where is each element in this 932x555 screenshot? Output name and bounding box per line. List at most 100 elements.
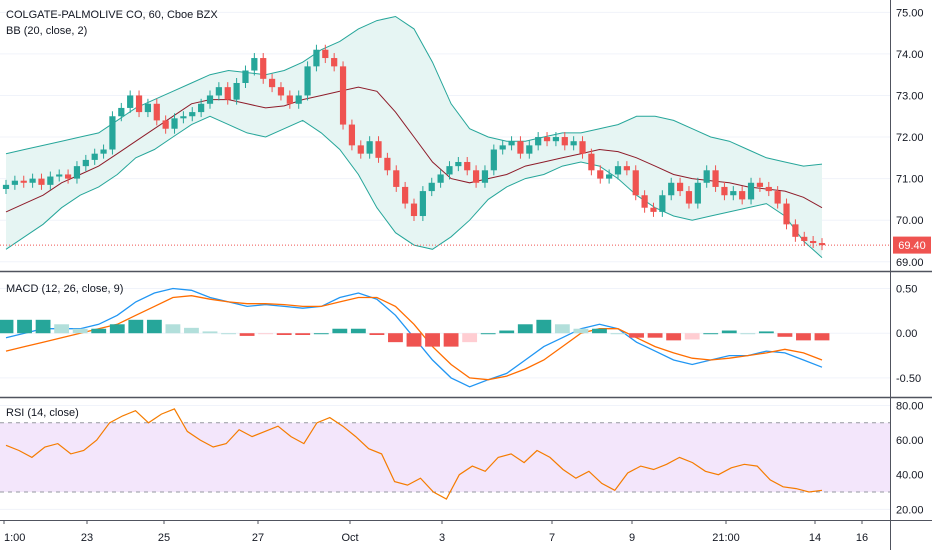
candle-body <box>676 182 684 192</box>
candle-body <box>295 95 302 104</box>
y-tick-label: 0.50 <box>896 284 917 296</box>
x-tick-label: 16 <box>856 532 868 544</box>
candle-body <box>650 207 657 212</box>
candle-body <box>313 49 320 67</box>
candle-body <box>437 174 444 183</box>
histogram-bar <box>184 327 199 334</box>
y-tick-label: 40.00 <box>896 470 924 482</box>
candle-body <box>109 116 116 150</box>
bb-basis-line <box>5 86 823 213</box>
histogram-bar <box>684 333 700 340</box>
candle-body <box>11 180 18 185</box>
x-tick-label: 25 <box>158 532 170 544</box>
histogram-bar <box>313 333 329 335</box>
candle-body <box>792 224 799 237</box>
histogram-bar <box>258 333 274 335</box>
histogram-bar <box>703 333 719 335</box>
last-price-box <box>893 236 931 254</box>
y-tick-label: 80.00 <box>896 400 924 412</box>
axis-labels: 69.00 70.00 71.00 72.00 73.00 74.00 75.00 0.50 0… <box>3 7 924 544</box>
candle-body <box>410 203 418 217</box>
histogram-bar <box>332 328 348 334</box>
x-tick-label: 1:00 <box>4 532 25 544</box>
macd-indicator-label[interactable]: MACD (12, 26, close, 9) <box>6 283 123 295</box>
candle-body <box>419 191 426 217</box>
histogram-bar <box>443 333 459 347</box>
bb-indicator-label[interactable]: BB (20, close, 2) <box>6 25 87 37</box>
histogram-bar <box>239 333 255 336</box>
candle-body <box>29 178 36 183</box>
histogram-bar <box>388 333 403 343</box>
y-tick-label: 70.00 <box>896 215 924 227</box>
histogram-bar <box>54 324 70 334</box>
candle-body <box>739 191 746 200</box>
candle-body <box>47 176 54 185</box>
candle-body <box>632 170 639 196</box>
candle-body <box>242 70 249 83</box>
candle-body <box>251 58 258 71</box>
histogram-bar <box>0 319 14 334</box>
rsi-line <box>5 408 823 500</box>
candle-body <box>446 166 453 175</box>
candle-body <box>144 103 152 113</box>
histogram-bar <box>17 319 32 334</box>
y-tick-label: 74.00 <box>896 49 924 61</box>
symbol-title: COLGATE-PALMOLIVE CO, 60, Cboe BZX <box>6 9 218 21</box>
candle-body <box>286 95 293 104</box>
histogram-bar <box>165 324 181 334</box>
candle-body <box>2 184 10 190</box>
candle-body <box>455 161 462 167</box>
y-tick-label: 72.00 <box>896 132 924 144</box>
histogram-bar <box>369 333 385 335</box>
y-tick-label: 0.00 <box>896 328 917 340</box>
candle-body <box>82 159 89 167</box>
candles <box>2 44 826 251</box>
candle-body <box>304 66 311 96</box>
candle-body <box>543 137 551 142</box>
candle-body <box>215 87 222 96</box>
candle-body <box>694 182 701 204</box>
x-tick-label: 21:00 <box>712 532 740 544</box>
candle-body <box>171 118 178 129</box>
histogram-bar <box>128 319 144 334</box>
candle-body <box>118 107 125 117</box>
candle-body <box>402 186 409 204</box>
candle-body <box>384 157 391 171</box>
candle-body <box>206 95 214 104</box>
candle-body <box>464 161 471 171</box>
histogram-bar <box>146 319 162 334</box>
histogram-bar <box>536 319 552 334</box>
y-tick-label: 20.00 <box>896 504 924 516</box>
histogram-bar <box>629 333 644 338</box>
candle-body <box>73 166 81 179</box>
candle-body <box>579 141 586 154</box>
y-tick-label: 73.00 <box>896 90 924 102</box>
candle-body <box>393 170 400 187</box>
histogram-bar <box>740 333 756 335</box>
histogram-bar <box>721 330 737 334</box>
candle-body <box>322 49 329 59</box>
candle-body <box>153 103 160 121</box>
candle-body <box>685 191 693 204</box>
histogram-bar <box>499 330 515 334</box>
candle-body <box>38 178 45 185</box>
candle-body <box>818 243 826 246</box>
rsi-indicator-label[interactable]: RSI (14, close) <box>6 407 79 419</box>
y-tick-label: 71.00 <box>896 174 924 186</box>
candle-body <box>260 58 267 79</box>
histogram-bar <box>777 333 793 337</box>
candle-body <box>606 174 613 179</box>
candle-body <box>623 166 630 171</box>
histogram-bar <box>109 324 125 334</box>
candle-body <box>499 145 506 150</box>
candle-body <box>721 186 728 196</box>
candle-body <box>428 182 435 192</box>
candle-body <box>198 103 205 113</box>
last-price-label: 69.40 <box>898 240 926 252</box>
candle-body <box>641 195 648 208</box>
signal-line <box>5 295 823 381</box>
candle-body <box>127 95 134 108</box>
macd-histogram <box>0 319 830 347</box>
y-tick-label: 75.00 <box>896 7 924 19</box>
